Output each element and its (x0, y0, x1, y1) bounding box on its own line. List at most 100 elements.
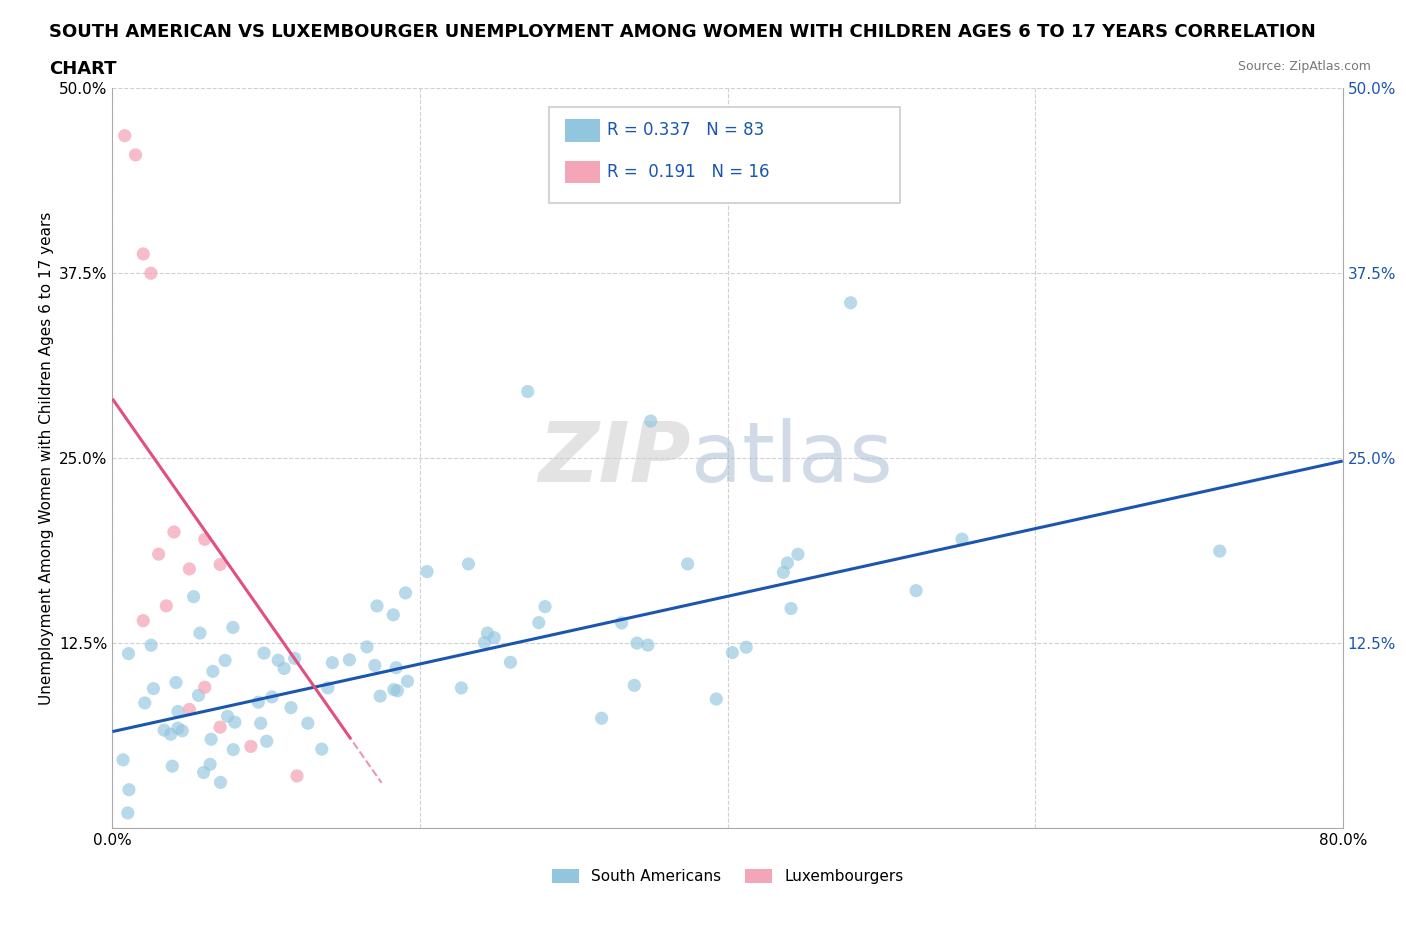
Point (839, 296, 862, 311)
Point (194, 532, 217, 547)
Point (273, 661, 295, 676)
Point (394, 586, 416, 601)
Point (179, 702, 201, 717)
Point (214, 653, 236, 668)
Point (188, 626, 211, 641)
Point (249, 716, 271, 731)
Point (787, 547, 810, 562)
Point (285, 768, 308, 783)
Point (267, 653, 290, 668)
Point (209, 720, 232, 735)
Point (172, 724, 194, 738)
Text: R =  0.191   N = 16: R = 0.191 N = 16 (607, 163, 769, 181)
Point (165, 675, 187, 690)
Point (482, 631, 505, 645)
Point (132, 613, 155, 628)
Point (704, 692, 727, 707)
Point (450, 681, 472, 696)
Point (222, 620, 245, 635)
FancyBboxPatch shape (550, 107, 900, 203)
Legend: South Americans, Luxembourgers: South Americans, Luxembourgers (546, 863, 910, 890)
Point (640, 414, 662, 429)
Point (676, 556, 699, 571)
Point (721, 645, 744, 660)
Point (162, 759, 184, 774)
Point (385, 660, 408, 675)
Point (194, 680, 217, 695)
Point (950, 532, 973, 547)
Point (112, 752, 135, 767)
Point (321, 656, 343, 671)
Point (118, 782, 141, 797)
Point (499, 655, 522, 670)
Point (217, 709, 239, 724)
Point (623, 678, 645, 693)
Point (167, 704, 190, 719)
Point (209, 775, 232, 790)
Point (224, 715, 246, 730)
Text: SOUTH AMERICAN VS LUXEMBOURGER UNEMPLOYMENT AMONG WOMEN WITH CHILDREN AGES 6 TO : SOUTH AMERICAN VS LUXEMBOURGER UNEMPLOYM… (49, 23, 1316, 41)
Text: ZIP: ZIP (538, 418, 690, 498)
Point (148, 547, 170, 562)
Point (297, 716, 319, 731)
Point (780, 601, 803, 616)
Point (776, 555, 799, 570)
Point (142, 681, 165, 696)
Point (368, 688, 391, 703)
Point (474, 635, 496, 650)
Point (382, 682, 405, 697)
Point (905, 583, 928, 598)
Point (260, 689, 283, 704)
Point (239, 739, 262, 754)
Point (396, 674, 419, 689)
Point (356, 640, 378, 655)
Point (637, 638, 659, 653)
Point (247, 695, 270, 710)
Point (735, 640, 758, 655)
Point (117, 646, 139, 661)
Point (124, 148, 146, 163)
Point (139, 638, 162, 653)
Point (132, 246, 155, 261)
Y-axis label: Unemployment Among Women with Children Ages 6 to 17 years: Unemployment Among Women with Children A… (38, 211, 53, 705)
Point (155, 599, 177, 614)
Point (382, 607, 405, 622)
Point (280, 700, 302, 715)
Point (209, 557, 232, 572)
Point (114, 128, 136, 143)
Point (311, 742, 333, 757)
Point (772, 565, 794, 579)
Point (534, 599, 557, 614)
Point (253, 645, 276, 660)
Point (527, 615, 550, 630)
Point (416, 565, 439, 579)
Point (153, 723, 176, 737)
Point (117, 805, 139, 820)
FancyBboxPatch shape (565, 119, 599, 141)
Point (187, 688, 209, 703)
Text: CHART: CHART (49, 60, 117, 78)
Point (139, 266, 162, 281)
Text: atlas: atlas (690, 418, 893, 498)
Point (163, 525, 186, 539)
Point (626, 635, 648, 650)
Point (1208, 544, 1232, 559)
Point (179, 562, 201, 577)
Point (516, 384, 538, 399)
Point (166, 721, 188, 736)
Point (159, 727, 181, 742)
Point (200, 732, 222, 747)
Point (198, 757, 221, 772)
Point (366, 599, 388, 614)
Point (364, 658, 387, 673)
Point (256, 734, 278, 749)
Point (201, 664, 224, 679)
Point (339, 652, 361, 667)
Text: R = 0.337   N = 83: R = 0.337 N = 83 (607, 122, 765, 140)
Point (284, 651, 307, 666)
Point (477, 626, 499, 641)
Point (387, 684, 409, 698)
Point (193, 765, 215, 780)
Point (591, 711, 613, 725)
Point (134, 696, 156, 711)
